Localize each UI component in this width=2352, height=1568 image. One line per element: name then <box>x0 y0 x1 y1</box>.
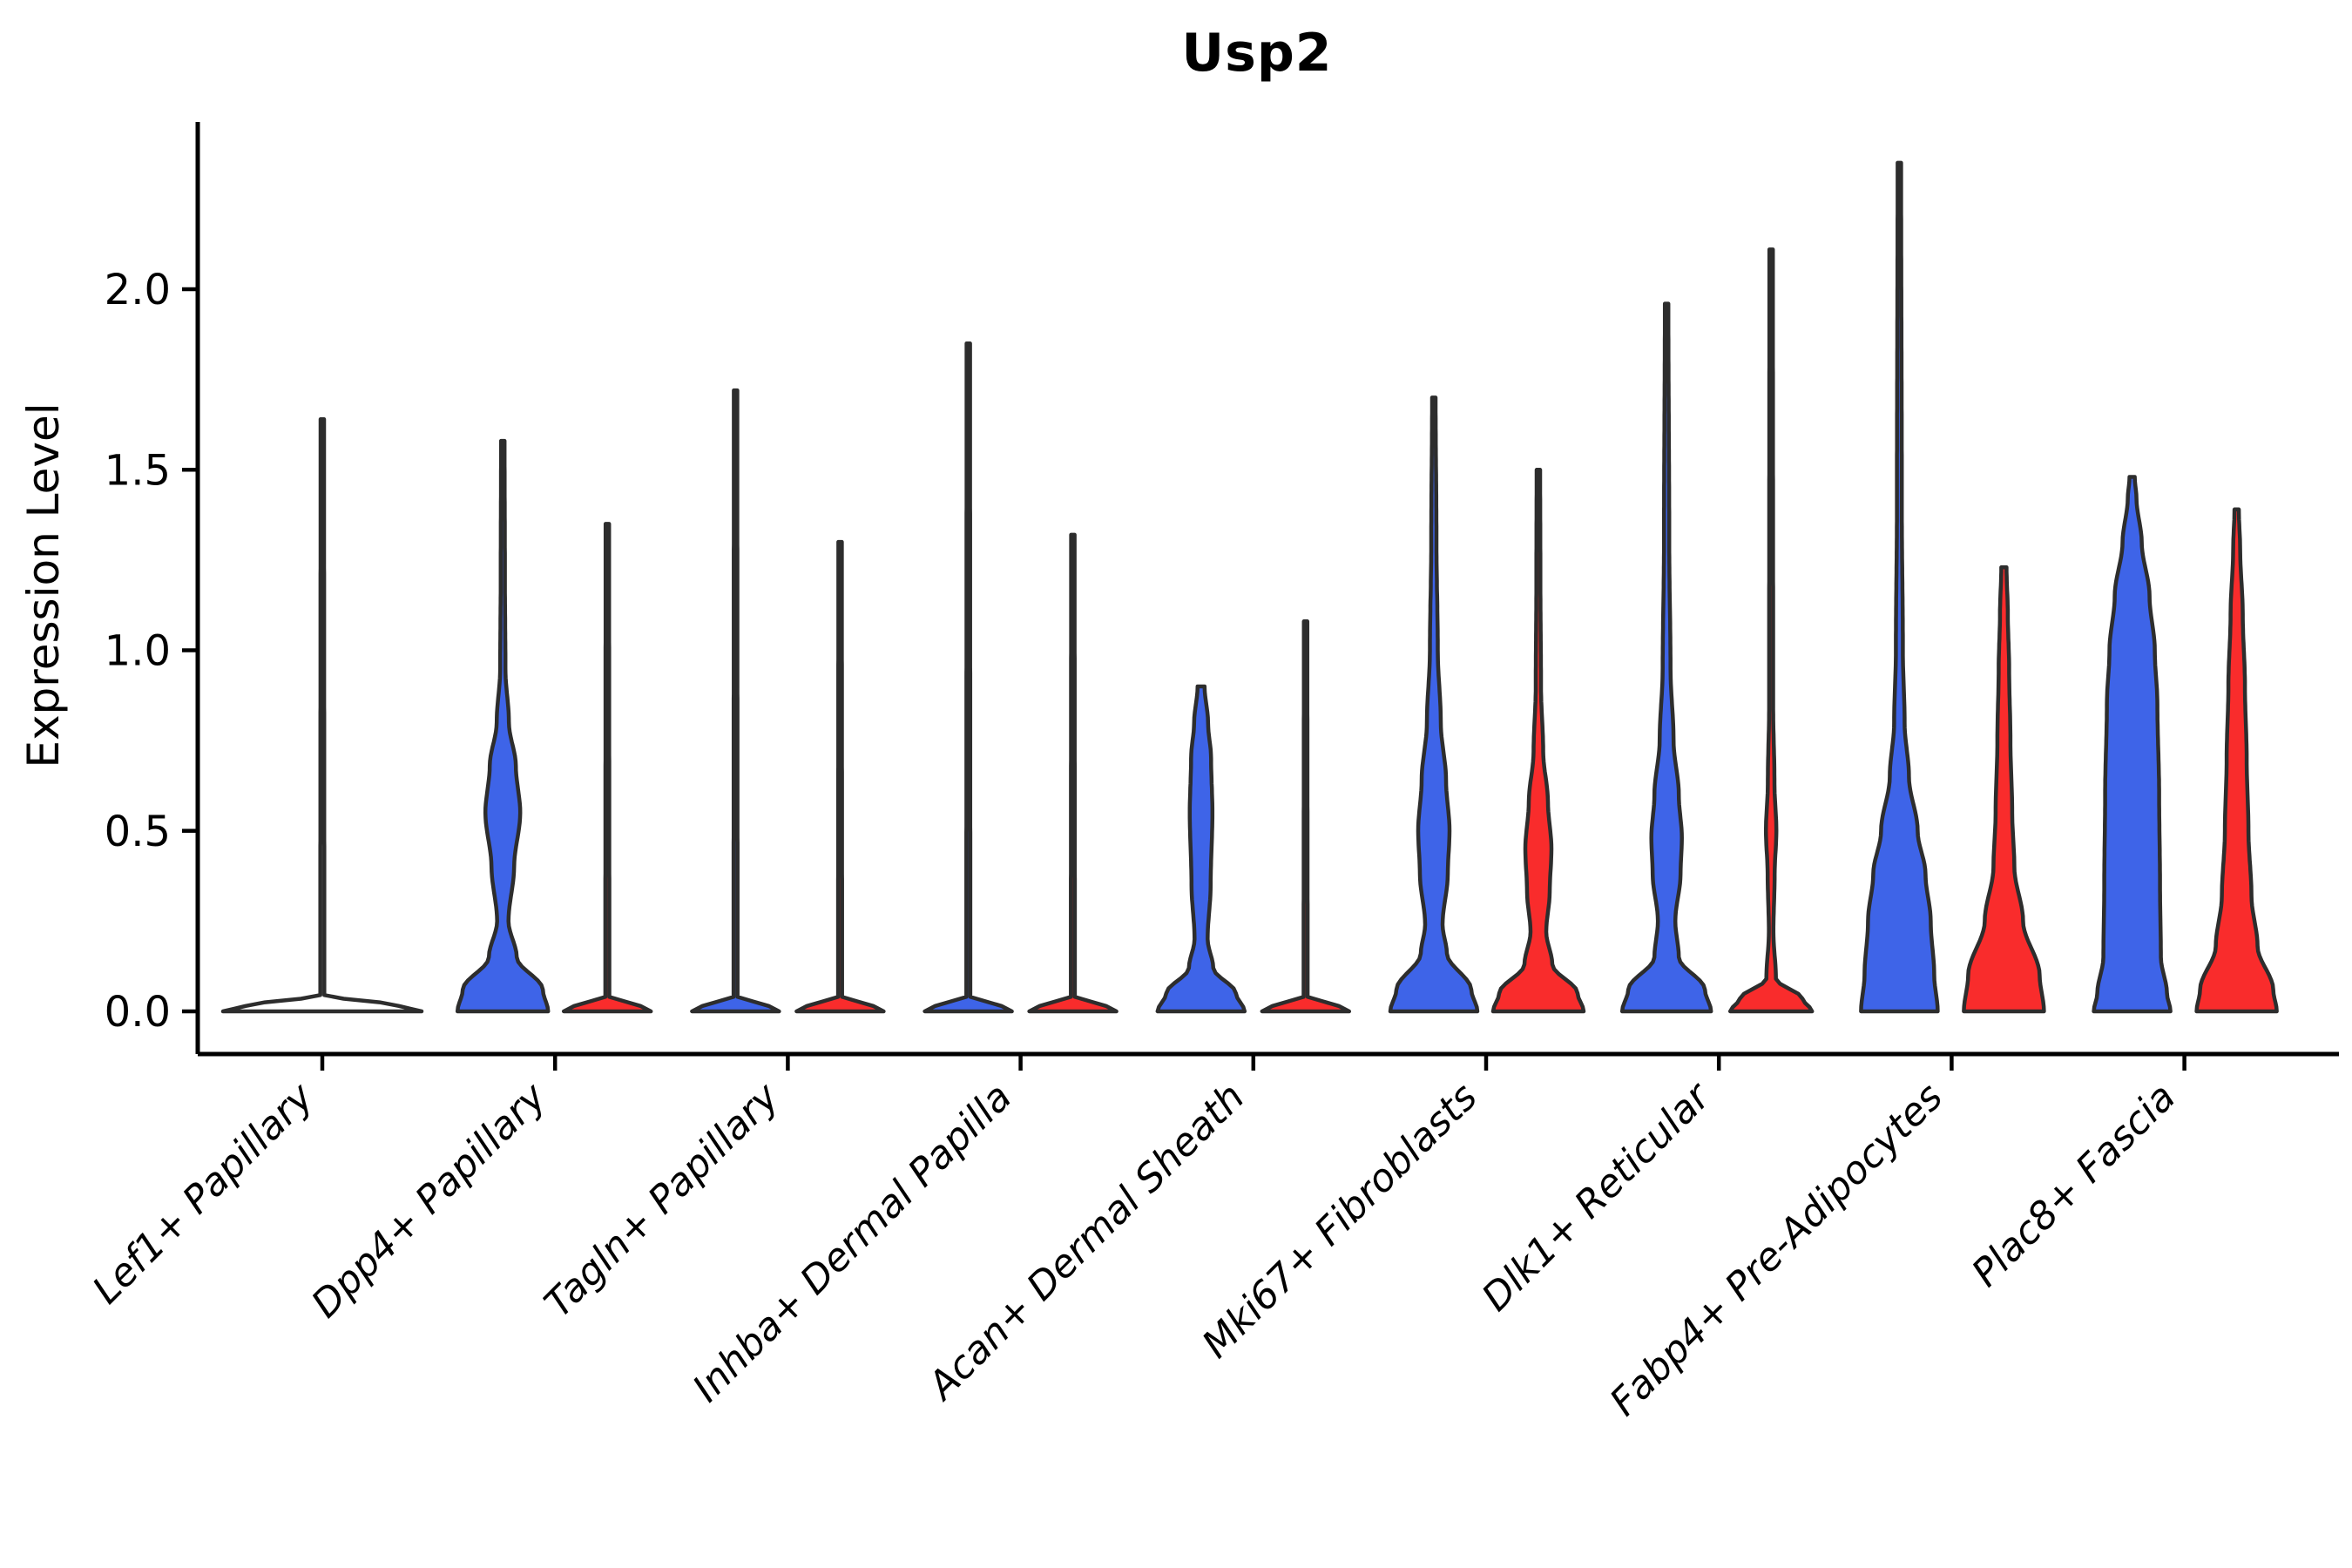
violin-1-blue <box>455 438 551 1014</box>
violin-6-blue <box>1619 301 1713 1014</box>
y-tick-label: 1.5 <box>105 446 171 495</box>
x-tick-label: Tagln+ Papillary <box>536 1074 787 1326</box>
chart-title: Usp2 <box>1181 23 1333 84</box>
violin-3-blue <box>923 341 1014 1014</box>
y-tick-label: 0.0 <box>105 988 171 1037</box>
x-tick-label: Lef1+ Papillary <box>84 1074 323 1313</box>
x-tick-label: Plac8+ Fascia <box>1963 1075 2184 1295</box>
violin-2-red <box>794 539 886 1014</box>
violin-5-blue <box>1388 395 1480 1014</box>
violin-1-red <box>561 522 653 1014</box>
violin-6-red <box>1727 247 1815 1014</box>
violin-8-blue <box>2092 475 2173 1014</box>
violin-7-red <box>1962 564 2046 1014</box>
y-tick-label: 2.0 <box>105 266 171 314</box>
y-tick-label: 0.5 <box>105 808 171 856</box>
violin-0-all <box>220 416 424 1014</box>
violin-5-red <box>1490 468 1586 1014</box>
violin-7-blue <box>1859 160 1940 1014</box>
violin-2-blue <box>690 388 781 1014</box>
violin-4-red <box>1260 619 1352 1014</box>
violin-8-red <box>2194 507 2279 1014</box>
violin-4-blue <box>1155 684 1247 1014</box>
violin-3-red <box>1027 532 1119 1014</box>
x-tick-label: Dpp4+ Papillary <box>303 1074 556 1327</box>
x-tick-label: Dlk1+ Reticular <box>1474 1073 1720 1320</box>
y-tick-label: 1.0 <box>105 627 171 676</box>
